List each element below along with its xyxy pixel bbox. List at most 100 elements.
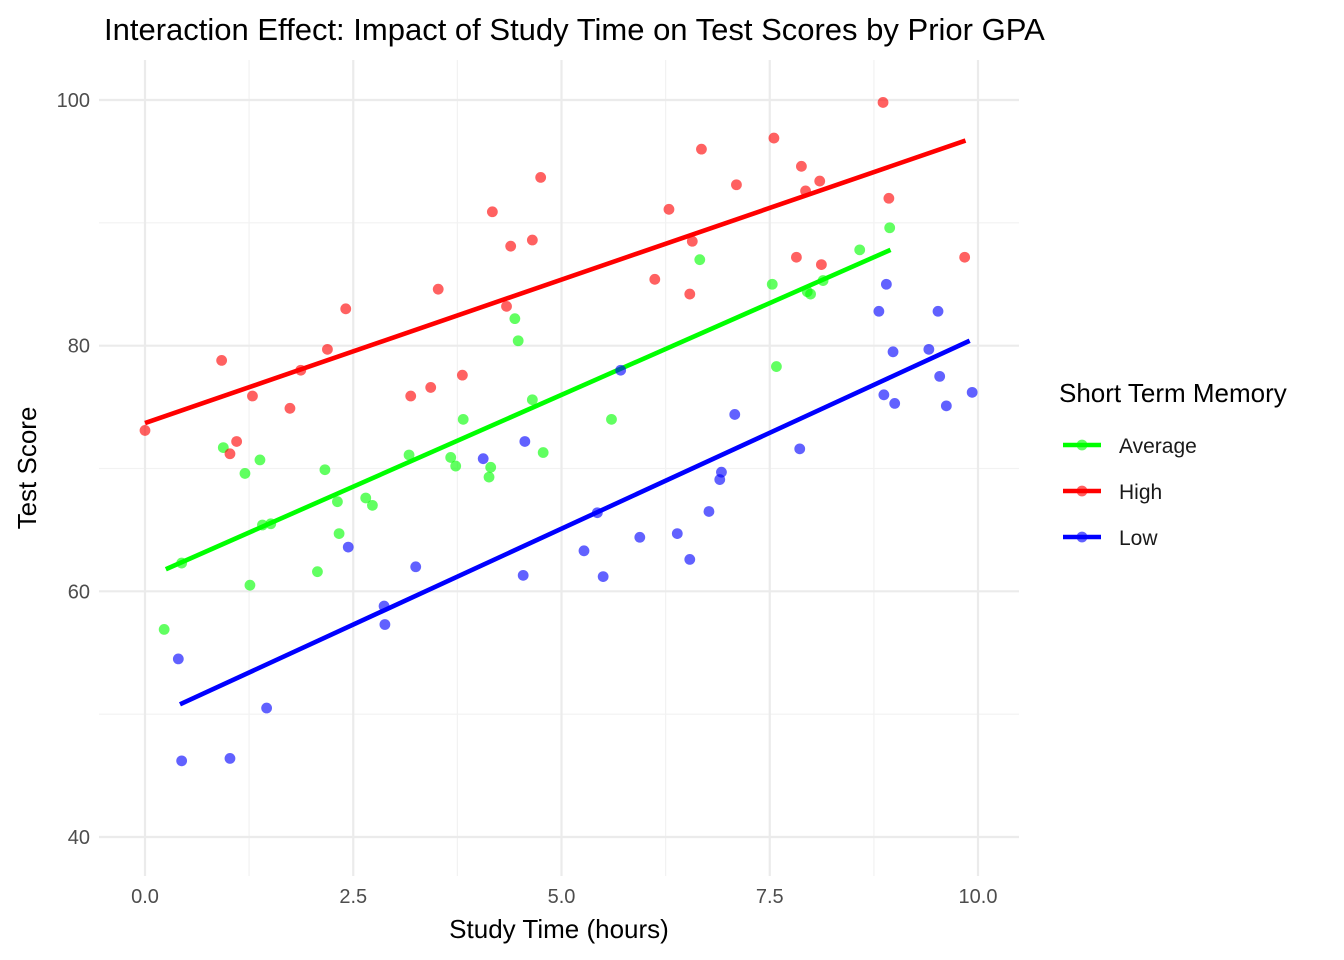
data-point-low — [703, 506, 715, 517]
data-point-average — [512, 335, 524, 347]
x-tick-label: 2.5 — [339, 886, 367, 908]
data-point-low — [794, 443, 806, 455]
legend-key-point — [1076, 531, 1088, 543]
data-point-low — [729, 409, 741, 420]
data-point-high — [322, 343, 333, 355]
x-tick-label: 5.0 — [548, 886, 576, 908]
data-point-average — [257, 519, 268, 531]
legend-label: Average — [1119, 435, 1197, 458]
y-tick-label: 40 — [68, 827, 90, 849]
legend-label: High — [1119, 481, 1162, 504]
data-point-average — [312, 566, 323, 578]
data-point-low — [578, 545, 590, 557]
y-tick-label: 60 — [68, 581, 90, 603]
data-point-high — [791, 251, 802, 263]
data-point-low — [224, 752, 236, 764]
data-point-high — [456, 369, 468, 381]
data-point-average — [526, 394, 538, 406]
fit-line-high — [144, 138, 967, 426]
data-point-average — [403, 449, 415, 461]
x-axis-title: Study Time (hours) — [449, 914, 669, 944]
data-point-low — [591, 507, 603, 519]
data-point-average — [766, 278, 778, 290]
y-axis-ticks: 40 60 80 100 — [57, 90, 90, 849]
data-point-average — [537, 447, 549, 458]
data-point-high — [649, 273, 661, 285]
legend-key-point — [1076, 485, 1088, 497]
data-point-high — [247, 390, 258, 402]
data-point-average — [158, 624, 170, 635]
x-tick-label: 0.0 — [131, 886, 159, 908]
x-axis-ticks: 0.0 2.5 5.0 7.5 10.0 — [131, 886, 997, 908]
data-point-low — [379, 619, 391, 630]
data-point-high — [959, 251, 971, 263]
grid — [99, 60, 1019, 876]
data-point-low — [923, 343, 935, 355]
data-point-low — [517, 569, 529, 581]
data-point-average — [509, 313, 521, 325]
data-point-average — [367, 499, 378, 511]
legend-key-point — [1076, 439, 1088, 451]
data-point-high — [883, 192, 895, 204]
y-axis-title: Test Score — [12, 407, 42, 530]
data-point-average — [176, 557, 188, 569]
data-point-low — [873, 305, 885, 317]
fit-line-average — [164, 247, 892, 572]
fit-lines — [144, 138, 971, 707]
data-point-average — [360, 492, 372, 504]
data-point-high — [768, 132, 780, 144]
data-point-average — [254, 454, 266, 466]
data-point-average — [854, 244, 866, 256]
data-point-high — [284, 402, 296, 414]
data-point-low — [342, 541, 354, 553]
data-point-high — [663, 203, 675, 215]
data-point-high — [295, 364, 307, 376]
data-point-average — [239, 468, 251, 479]
data-point-low — [684, 553, 696, 565]
data-point-low — [716, 466, 727, 478]
data-point-high — [796, 160, 807, 172]
data-point-high — [526, 234, 538, 246]
data-point-average — [884, 222, 896, 234]
legend-title: Short Term Memory — [1059, 378, 1287, 408]
data-point-average — [265, 518, 277, 530]
data-point-average — [457, 413, 469, 425]
data-point-average — [817, 275, 829, 286]
data-point-high — [877, 97, 889, 108]
data-point-low — [889, 397, 901, 409]
data-point-high — [686, 235, 698, 247]
data-point-high — [505, 240, 517, 252]
data-point-low — [671, 528, 683, 540]
data-point-average — [805, 288, 816, 300]
y-tick-label: 80 — [68, 336, 90, 358]
data-point-low — [597, 571, 609, 582]
data-point-low — [932, 305, 944, 317]
data-point-low — [176, 755, 188, 767]
data-point-high — [231, 436, 243, 447]
data-point-low — [887, 346, 899, 358]
data-point-average — [319, 464, 331, 476]
data-point-high — [800, 185, 811, 197]
data-point-high — [486, 206, 498, 218]
fit-line-low — [179, 338, 971, 707]
data-point-high — [535, 171, 547, 183]
data-point-low — [519, 436, 531, 447]
data-point-high — [696, 143, 707, 155]
data-point-low — [615, 364, 627, 376]
data-point-average — [483, 471, 495, 483]
data-point-average — [485, 461, 497, 473]
data-point-low — [934, 370, 946, 382]
x-tick-label: 10.0 — [959, 886, 998, 908]
data-point-high — [814, 175, 826, 187]
data-point-low — [261, 702, 273, 714]
data-point-high — [405, 390, 417, 402]
legend-label: Low — [1119, 527, 1158, 550]
data-point-average — [244, 579, 256, 591]
data-point-high — [425, 382, 437, 393]
data-point-low — [878, 389, 890, 401]
data-point-low — [634, 531, 646, 543]
data-point-high — [216, 355, 228, 366]
data-point-low — [477, 453, 489, 465]
data-point-high — [224, 448, 236, 460]
